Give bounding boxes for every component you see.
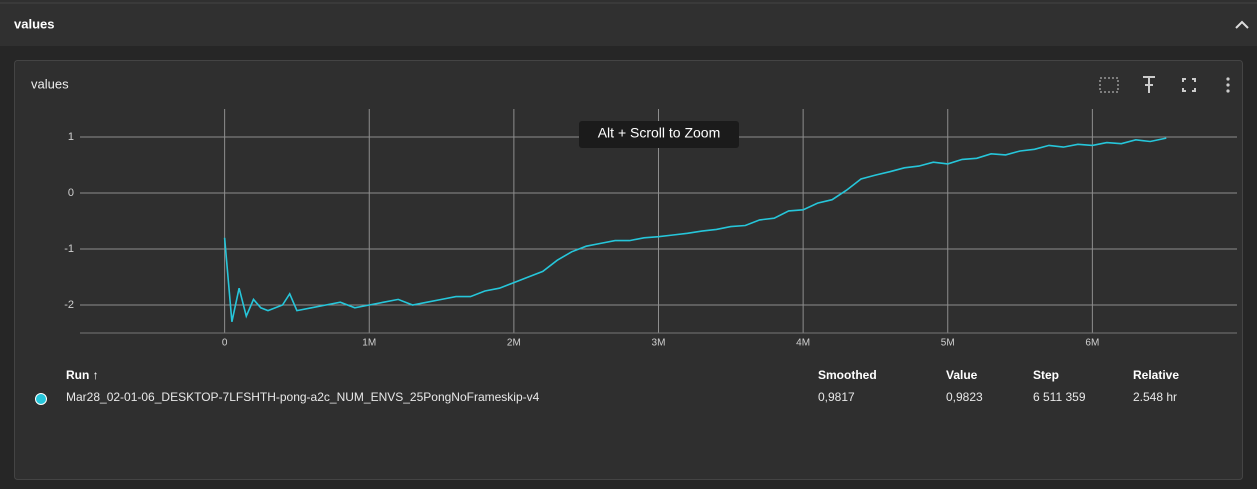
table-cell: Mar28_02-01-06_DESKTOP-7LFSHTH-pong-a2c_… <box>66 390 540 404</box>
column-header[interactable]: Value <box>946 368 978 382</box>
y-tick-label: -2 <box>64 299 74 311</box>
x-tick-label: 5M <box>941 338 955 349</box>
table-cell: 2.548 hr <box>1133 390 1177 404</box>
table-cell: 0,9823 <box>946 390 983 404</box>
fullscreen-icon[interactable] <box>1182 78 1196 92</box>
card <box>14 60 1243 480</box>
menu-icon[interactable] <box>1226 77 1230 93</box>
table-cell: 0,9817 <box>818 390 855 404</box>
tooltip-box <box>579 121 739 148</box>
column-header[interactable]: Relative <box>1133 368 1179 382</box>
plot[interactable]: -2 -1 0 1 0 1M 2M 3M 4M 5M 6M <box>64 109 1237 349</box>
x-tick-label: 3M <box>652 338 666 349</box>
run-table: Run ↑ Smoothed Value Step Relative Mar28_02-0… <box>35 368 1179 405</box>
column-header[interactable]: Step <box>1033 368 1059 382</box>
column-header[interactable]: Smoothed <box>818 368 877 382</box>
zoom-icon[interactable] <box>1099 77 1119 93</box>
series-line <box>223 137 1167 322</box>
run-color <box>35 393 47 405</box>
y-tick-label: -1 <box>64 243 74 255</box>
column-header[interactable]: Run ↑ <box>66 368 99 382</box>
collapse-icon[interactable] <box>1235 20 1249 29</box>
header-title: values <box>14 16 54 31</box>
x-tick-label: 0 <box>222 338 228 349</box>
x-tick-label: 1M <box>362 338 376 349</box>
y-tick-label: 1 <box>68 131 74 143</box>
table-cell: 6 511 359 <box>1033 390 1086 404</box>
y-tick-label: 0 <box>68 187 74 199</box>
card-title: values <box>31 76 69 91</box>
x-tick-label: 6M <box>1085 338 1099 349</box>
tooltip: Alt + Scroll to Zoom <box>598 125 721 141</box>
header-bar[interactable] <box>0 0 1257 46</box>
x-tick-label: 4M <box>796 338 810 349</box>
pin-icon[interactable] <box>1143 76 1155 93</box>
x-tick-label: 2M <box>507 338 521 349</box>
